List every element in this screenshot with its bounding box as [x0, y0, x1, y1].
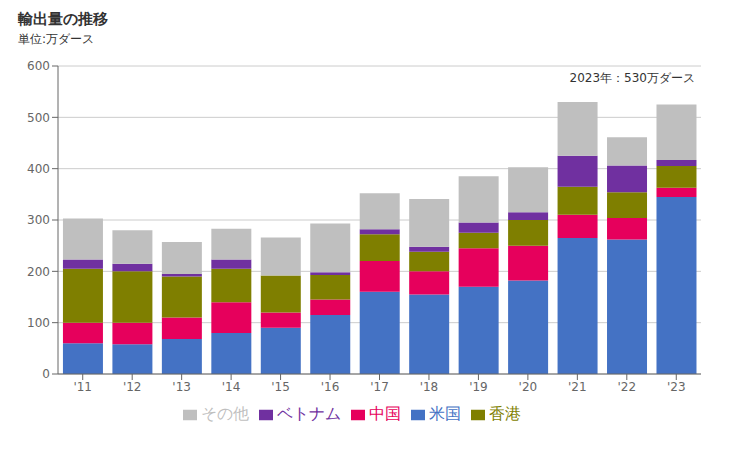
svg-text:600: 600: [27, 59, 50, 73]
svg-text:400: 400: [27, 162, 50, 176]
svg-text:'23: '23: [667, 380, 686, 394]
svg-text:'17: '17: [370, 380, 389, 394]
svg-text:'11: '11: [73, 380, 92, 394]
svg-text:100: 100: [27, 316, 50, 330]
html-text:輸出量の推移: 輸出量の推移: [18, 10, 108, 28]
svg-text:300: 300: [27, 213, 50, 227]
html-text:香港: 香港: [489, 404, 521, 423]
svg-text:500: 500: [27, 111, 50, 125]
svg-text:'20: '20: [519, 380, 538, 394]
svg-text:'19: '19: [469, 380, 488, 394]
svg-text:0: 0: [42, 367, 50, 381]
html-text:その他: その他: [201, 404, 249, 423]
svg-text:'15: '15: [271, 380, 290, 394]
html-text:単位:万ダース: 単位:万ダース: [18, 32, 94, 46]
html-text:米国: 米国: [429, 404, 461, 423]
svg-text:'12: '12: [123, 380, 142, 394]
svg-text:'22: '22: [618, 380, 637, 394]
svg-text:'16: '16: [321, 380, 340, 394]
svg-text:'21: '21: [568, 380, 587, 394]
svg-text:'13: '13: [172, 380, 191, 394]
html-text:ベトナム: ベトナム: [277, 404, 341, 423]
html-text:中国: 中国: [369, 404, 401, 423]
svg-text:200: 200: [27, 265, 50, 279]
html-text:2023年：530万ダース: 2023年：530万ダース: [569, 71, 695, 85]
svg-text:'14: '14: [222, 380, 241, 394]
svg-text:'18: '18: [420, 380, 439, 394]
